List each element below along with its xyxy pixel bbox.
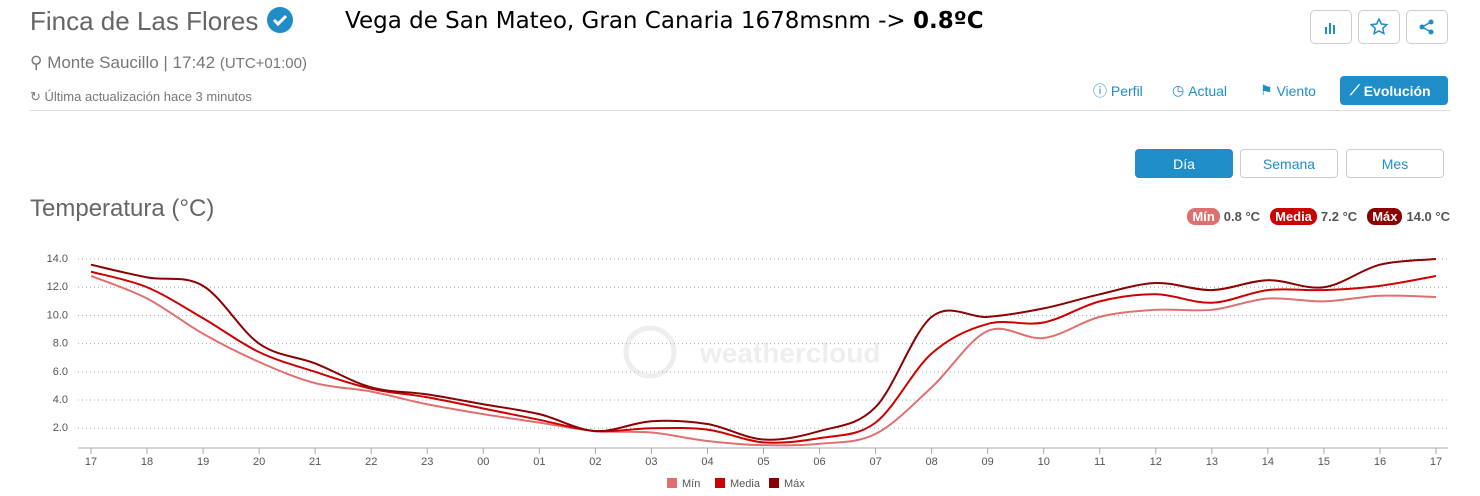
series-line [90,270,1437,444]
chart-title: Temperatura (°C) [30,195,215,222]
summary-badge: Media [1270,208,1317,225]
period-button[interactable]: Mes [1346,149,1444,178]
summary-item: Máx 14.0 °C [1367,208,1450,225]
x-tick-label: 03 [645,456,657,468]
legend-swatch [667,478,677,488]
nav-text: Perfil [1110,82,1143,99]
nav-tab[interactable]: ◷ Actual [1172,82,1228,99]
x-tick-label: 15 [1318,456,1330,468]
summary-value: 7.2 °C [1320,209,1358,224]
x-tick-label: 20 [253,456,265,468]
period-button[interactable]: Día [1135,149,1233,178]
x-tick-label: 01 [533,456,545,468]
legend-label: Máx [784,478,805,490]
title-text: Finca de Las Flores [30,6,259,36]
share-button[interactable] [1406,10,1448,44]
annotation-text: Vega de San Mateo, Gran Canaria 1678msnm… [345,8,913,34]
x-tick-label: 13 [1206,456,1218,468]
x-tick-label: 06 [813,456,825,468]
summary-item: Mín 0.8 °C [1187,208,1261,225]
legend-swatch [715,478,725,488]
icon [1370,18,1388,36]
x-tick-label: 10 [1038,456,1050,468]
x-tick-label: 19 [197,456,209,468]
y-tick-label: 8.0 [53,338,68,350]
legend-swatch [769,478,779,488]
location: ⚲ Monte Saucillo | 17:42 (UTC+01:00) [30,53,307,72]
stats-button[interactable] [1310,10,1352,44]
summary-badge: Máx [1367,208,1403,225]
summary-value: 0.8 °C [1223,209,1261,224]
legend-label: Mín [682,478,700,490]
x-tick-label: 17 [1430,456,1442,468]
watermark-logo [623,325,677,379]
y-tick-label: 12.0 [47,281,68,293]
summary-badge: Mín [1187,208,1220,225]
x-tick-label: 18 [141,456,153,468]
x-tick-label: 08 [926,456,938,468]
x-tick-label: 02 [589,456,601,468]
period-button[interactable]: Semana [1240,149,1338,178]
divider [30,110,1450,111]
x-tick-label: 21 [309,456,321,468]
x-tick-label: 12 [1150,456,1162,468]
favorite-button[interactable] [1358,10,1400,44]
x-tick-label: 11 [1094,456,1105,468]
timezone: (UTC+01:00) [219,55,307,72]
x-tick-label: 09 [982,456,994,468]
series-line [90,258,1437,441]
x-tick-label: 05 [757,456,769,468]
x-tick-label: 00 [477,456,489,468]
x-tick-label: 04 [701,456,713,468]
summary-value: 14.0 °C [1406,209,1450,224]
watermark: weathercloud [699,337,880,368]
x-tick-label: 16 [1374,456,1386,468]
nav-tab[interactable]: ⚑ Viento [1260,82,1316,99]
x-tick-label: 14 [1262,456,1274,468]
nav-tab[interactable]: ⓘ Perfil [1093,82,1143,99]
nav-tab[interactable]: ⟋ Evolución [1340,76,1448,105]
annotation-value: 0.8ºC [912,8,984,34]
y-tick-label: 4.0 [53,394,68,406]
legend-label: Media [730,478,761,490]
chart: weathercloud 2.0 4.0 6.0 8.0 10.0 12.0 14.0 17 18… [47,253,1448,490]
x-tick-label: 23 [421,456,433,468]
nav-text: Evolución [1363,82,1431,99]
location-text: Monte Saucillo | 17:42 [47,53,216,72]
y-tick-label: 14.0 [47,253,68,265]
nav-text: Viento [1276,82,1316,99]
x-tick-label: 22 [365,456,377,468]
y-tick-label: 2.0 [53,422,68,434]
updated: ↻ Última actualización hace 3 minutos [30,89,252,104]
summary: Mín 0.8 °C Media 7.2 °C Máx 14.0 °C [1187,208,1450,225]
series-line [90,275,1437,447]
nav-text: Actual [1188,82,1228,99]
station-title: Finca de Las Flores [30,6,294,37]
y-tick-label: 6.0 [53,366,68,378]
icon [1325,23,1335,34]
verified-icon [266,7,293,33]
annotation: Vega de San Mateo, Gran Canaria 1678msnm… [345,8,984,34]
summary-item: Media 7.2 °C [1270,208,1358,225]
icon [1419,19,1434,35]
y-tick-label: 10.0 [47,309,68,321]
x-tick-label: 17 [85,456,97,468]
updated-text: Última actualización hace 3 minutos [44,89,252,104]
x-tick-label: 07 [869,456,881,468]
